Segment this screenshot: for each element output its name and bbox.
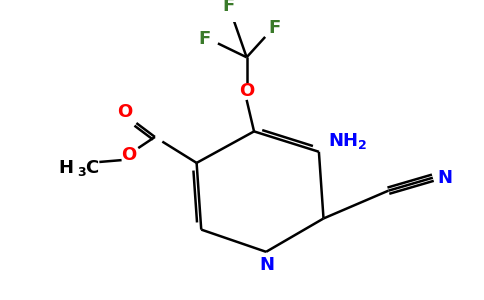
Text: O: O: [121, 146, 136, 164]
Text: F: F: [199, 30, 211, 48]
Text: O: O: [239, 82, 254, 100]
Text: H: H: [59, 160, 74, 178]
Text: 3: 3: [77, 166, 86, 179]
Text: F: F: [222, 0, 234, 15]
Text: C: C: [86, 160, 99, 178]
Text: 2: 2: [358, 139, 366, 152]
Text: NH: NH: [328, 132, 358, 150]
Text: F: F: [268, 19, 281, 37]
Text: N: N: [259, 256, 274, 274]
Text: O: O: [117, 103, 132, 121]
Text: N: N: [438, 169, 453, 187]
